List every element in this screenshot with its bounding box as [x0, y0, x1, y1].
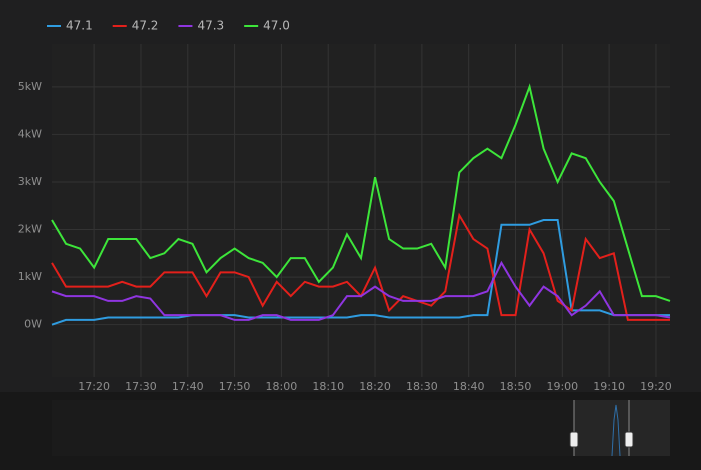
grid: 0W 1kW 2kW 3kW 4kW 5kW 17:20 17:30 17:40 17:50 18:… — [18, 44, 672, 393]
series-line — [51, 83, 671, 302]
series-line — [51, 260, 671, 321]
x-tick-label: 19:20 — [640, 380, 672, 393]
navigator-preview — [611, 404, 621, 457]
series-line — [51, 219, 670, 326]
legend-label: 47.2 — [132, 19, 159, 33]
x-tick-label: 18:20 — [359, 380, 391, 393]
x-tick-label: 18:30 — [406, 380, 438, 393]
navigator-handle[interactable] — [569, 431, 579, 448]
x-tick-label: 17:40 — [172, 380, 204, 393]
navigator-handle[interactable] — [624, 431, 634, 448]
x-tick-label: 17:20 — [78, 380, 110, 393]
x-tick-label: 17:50 — [219, 380, 251, 393]
x-tick-label: 18:40 — [453, 380, 485, 393]
x-tick-label: 18:50 — [500, 380, 532, 393]
legend: 47.1 47.2 47.3 47.0 — [47, 19, 290, 33]
navigator-mask — [52, 400, 574, 456]
legend-label: 47.1 — [66, 19, 93, 33]
legend-label: 47.0 — [263, 19, 290, 33]
y-tick-label: 3kW — [18, 175, 42, 188]
x-tick-label: 18:00 — [266, 380, 298, 393]
lines — [51, 83, 671, 326]
plot-area — [52, 44, 670, 377]
x-tick-label: 19:00 — [546, 380, 578, 393]
legend-label: 47.3 — [197, 19, 224, 33]
y-tick-label: 1kW — [18, 270, 42, 283]
x-tick-label: 19:10 — [593, 380, 625, 393]
x-tick-label: 17:30 — [125, 380, 157, 393]
y-tick-label: 4kW — [18, 127, 42, 140]
y-tick-label: 0W — [24, 318, 42, 331]
y-tick-label: 5kW — [18, 80, 42, 93]
y-tick-label: 2kW — [18, 223, 42, 236]
x-tick-label: 18:10 — [312, 380, 344, 393]
